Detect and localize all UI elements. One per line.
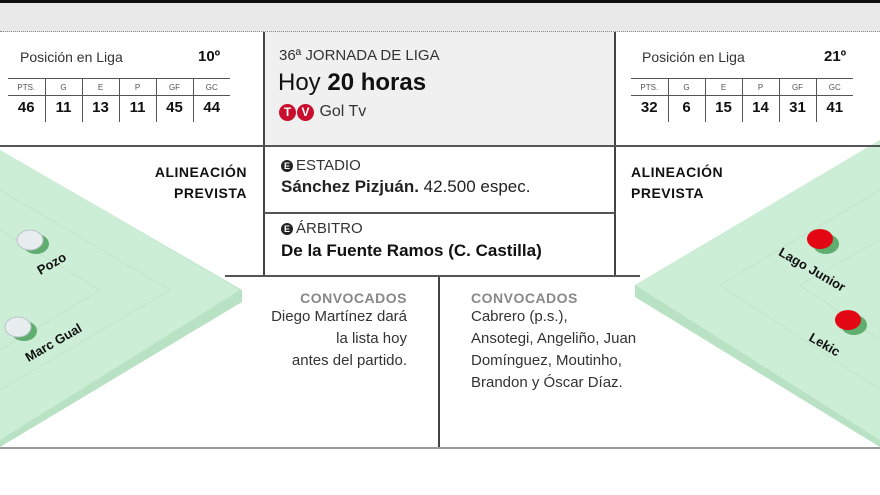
home-pitch — [0, 150, 242, 447]
info-icon: E — [281, 160, 293, 172]
away-lineup-title: ALINEACIÓN PREVISTA — [631, 164, 724, 201]
match-time: Hoy 20 horas — [278, 69, 427, 96]
info-icon: E — [281, 223, 293, 235]
home-stats-table: PTS. G E P GF GC 46 11 13 11 45 44 — [8, 78, 230, 122]
referee: De la Fuente Ramos (C. Castilla) — [281, 241, 542, 260]
round-label: 36ª JORNADA DE LIGA — [279, 47, 440, 64]
divider — [0, 31, 880, 32]
referee-label: E ÁRBITRO — [281, 220, 363, 237]
away-position: 21º — [824, 48, 847, 65]
tv-icon: V — [297, 104, 314, 121]
away-convocados: CONVOCADOS Cabrero (p.s.), Ansotegi, Ang… — [471, 290, 637, 391]
match-time-panel — [264, 32, 615, 145]
stadium: Sánchez Pizjuán. 42.500 espec. — [281, 177, 531, 196]
header-band — [0, 0, 880, 32]
away-stats-table: PTS. G E P GF GC 32 6 15 14 31 41 — [631, 78, 853, 122]
home-position: 10º — [198, 48, 221, 65]
away-position-label: Posición en Liga — [642, 49, 745, 65]
home-convocados: CONVOCADOS Diego Martínez dará la lista … — [271, 290, 407, 369]
stadium-label: E ESTADIO — [281, 157, 361, 174]
away-pitch — [635, 140, 880, 447]
tv-icon: T — [279, 104, 296, 121]
home-lineup-title: ALINEACIÓN PREVISTA — [154, 164, 247, 201]
home-position-label: Posición en Liga — [20, 49, 123, 65]
